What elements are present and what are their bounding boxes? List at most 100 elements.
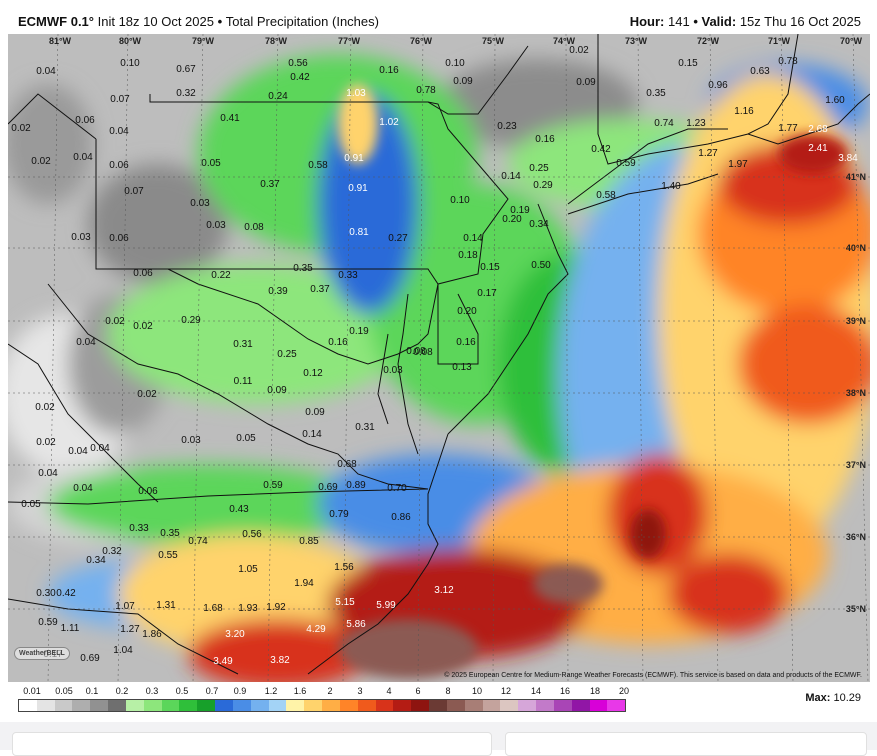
scale-labels: 0.01 0.05 0.1 0.2 0.3 0.5 0.7 0.9 1.2 1.6 2 3 4 6 8 10 1… — [18, 686, 630, 698]
precip-value: 0.23 — [497, 121, 517, 132]
scale-tick-label: 0.3 — [145, 686, 159, 696]
precip-value: 0.68 — [337, 459, 357, 470]
lon-label: 76°W — [409, 36, 433, 46]
precip-value: 0.14 — [501, 171, 521, 182]
scale-tick-label: 0.7 — [205, 686, 219, 696]
precip-value: 0.16 — [379, 65, 399, 76]
precip-value: 0.03 — [71, 232, 91, 243]
precip-value: 3.49 — [213, 656, 233, 667]
scale-tick-label: 0.5 — [175, 686, 189, 696]
precip-value: 1.92 — [266, 602, 286, 613]
precip-value: 5.99 — [376, 600, 396, 611]
precip-value: 0.09 — [305, 407, 325, 418]
scale-swatch — [90, 700, 109, 711]
scale-swatch — [429, 700, 447, 711]
precip-value: 2.68 — [808, 124, 828, 135]
precip-value: 0.08 — [406, 346, 426, 357]
precip-value: 0.78 — [416, 85, 436, 96]
precip-value: 1.02 — [379, 117, 399, 128]
precip-value: 0.35 — [160, 528, 180, 539]
scale-tick-label: 8 — [445, 686, 451, 696]
precip-value: 0.39 — [268, 286, 288, 297]
precip-value: 0.63 — [750, 66, 770, 77]
lat-label: 38°N — [845, 388, 866, 398]
precip-value: 5.86 — [346, 619, 366, 630]
precip-value: 0.08 — [413, 347, 433, 358]
scale-swatch — [250, 700, 269, 711]
hour-value: 141 — [667, 14, 690, 29]
precip-value: 1.97 — [728, 159, 748, 170]
precip-value: 3.20 — [225, 629, 245, 640]
scale-tick-label: 0.1 — [85, 686, 99, 696]
precip-value: 0.03 — [190, 198, 210, 209]
scale-swatch — [500, 700, 519, 711]
precip-value: 0.69 — [318, 482, 338, 493]
precip-value: 0.06 — [133, 268, 153, 279]
precip-value: 0.10 — [120, 58, 140, 69]
precip-value: 0.42 — [591, 144, 611, 155]
precip-value: 0.06 — [138, 486, 158, 497]
precipitation-map[interactable]: 81°W 80°W 79°W 78°W 77°W 76°W 75°W 74°W … — [8, 34, 870, 682]
lat-label: 37°N — [845, 460, 866, 470]
precip-value: 0.74 — [654, 118, 674, 129]
scale-swatch — [19, 700, 37, 711]
max-value: Max: 10.29 — [805, 692, 861, 704]
scale-swatch — [589, 700, 608, 711]
scale-swatch — [215, 700, 233, 711]
lon-label: 77°W — [337, 36, 361, 46]
precip-value: 0.59 — [38, 617, 58, 628]
scale-tick-label: 16 — [559, 686, 571, 696]
scale-tick-label: 0.9 — [233, 686, 247, 696]
valid-separator: • — [693, 14, 698, 29]
precip-value: 0.31 — [355, 422, 375, 433]
precip-value: 0.05 — [21, 499, 41, 510]
precip-value: 0.16 — [456, 337, 476, 348]
lon-label: 71°W — [767, 36, 791, 46]
precip-value: 0.19 — [349, 326, 369, 337]
precip-value: 1.77 — [778, 123, 798, 134]
precip-value: 0.06 — [75, 115, 95, 126]
precip-value: 0.81 — [349, 227, 369, 238]
scale-swatch — [36, 700, 55, 711]
precip-value: 0.78 — [778, 56, 798, 67]
product-name: Total Precipitation (Inches) — [225, 14, 379, 29]
precip-value: 0.35 — [293, 263, 313, 274]
precip-value: 0.14 — [463, 233, 483, 244]
precip-value: 0.32 — [176, 88, 196, 99]
precip-value: 0.32 — [102, 546, 122, 557]
ecmwf-credit: © 2025 European Centre for Medium-Range … — [444, 672, 862, 679]
precip-value: 0.85 — [299, 536, 319, 547]
precip-value: 0.56 — [288, 58, 308, 69]
scale-swatch — [322, 700, 340, 711]
precip-value: 0.04 — [36, 66, 56, 77]
lon-label: 75°W — [481, 36, 505, 46]
scale-swatch — [536, 700, 554, 711]
precip-value: 0.16 — [328, 337, 348, 348]
precip-value: 0.04 — [73, 483, 93, 494]
scale-swatch — [72, 700, 91, 711]
precip-value: 0.70 — [387, 483, 407, 494]
precip-value: 0.35 — [646, 88, 666, 99]
precip-value: 0.27 — [388, 233, 408, 244]
precip-value: 0.17 — [477, 288, 497, 299]
hour-label: Hour: — [629, 14, 665, 29]
lat-label: 41°N — [845, 172, 866, 182]
precip-value: 0.10 — [445, 58, 465, 69]
precip-value: 0.04 — [76, 337, 96, 348]
precip-value: 5.15 — [335, 597, 355, 608]
precip-value: 0.02 — [105, 316, 125, 327]
precip-value: 0.58 — [596, 190, 616, 201]
precip-value: 3.12 — [434, 585, 454, 596]
scale-tick-label: 1.6 — [293, 686, 307, 696]
precip-value: 0.31 — [233, 339, 253, 350]
scale-swatch — [446, 700, 465, 711]
scale-tick-label: 20 — [618, 686, 630, 696]
scale-swatch — [607, 700, 626, 711]
precip-value: 0.42 — [56, 588, 76, 599]
precip-value: 1.05 — [238, 564, 258, 575]
precip-value: 1.27 — [120, 624, 140, 635]
precip-value: 0.96 — [708, 80, 728, 91]
scale-swatch — [339, 700, 358, 711]
footer-card-left — [12, 732, 492, 756]
precip-value: 0.02 — [35, 402, 55, 413]
